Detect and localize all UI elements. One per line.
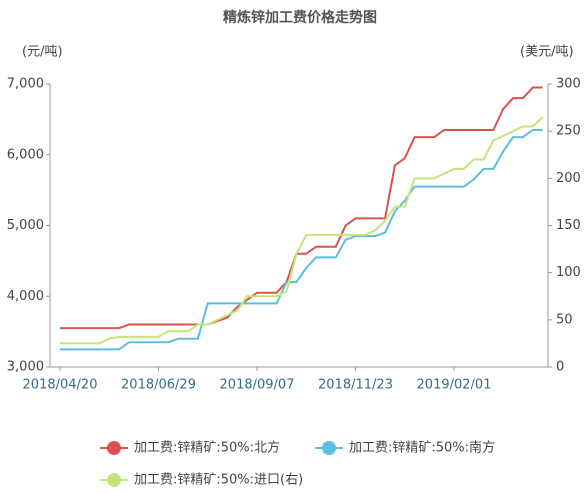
y-axis-label: (元/吨) (22, 45, 63, 60)
y-tick-label: 5,000 (7, 218, 44, 233)
y-tick-label: 7,000 (7, 77, 44, 92)
y2-tick-label: 200 (556, 171, 581, 186)
y2-tick-label: 100 (556, 265, 581, 280)
legend-swatch (107, 473, 121, 487)
y2-tick-label: 50 (556, 312, 573, 327)
legend-swatch (322, 441, 336, 455)
legend-label: 加工费:锌精矿:50%:进口(右) (134, 473, 303, 488)
y2-tick-label: 250 (556, 124, 581, 139)
y2-tick-label: 150 (556, 218, 581, 233)
x-tick-label: 2019/02/01 (417, 378, 492, 393)
legend-label: 加工费:锌精矿:50%:北方 (134, 440, 280, 456)
legend-swatch (107, 441, 121, 455)
y-tick-label: 3,000 (7, 360, 44, 375)
x-tick-label: 2018/09/07 (220, 378, 295, 393)
y2-axis-label: (美元/吨) (520, 45, 574, 60)
x-tick-label: 2018/11/23 (318, 378, 393, 393)
y-tick-label: 6,000 (7, 147, 44, 162)
x-tick-label: 2018/06/29 (121, 378, 196, 393)
series-line (60, 86, 543, 330)
x-tick-label: 2018/04/20 (23, 378, 98, 393)
chart-title: 精炼锌加工费价格走势图 (223, 9, 377, 26)
series-line (60, 128, 543, 351)
y-tick-label: 4,000 (7, 289, 44, 304)
legend-label: 加工费:锌精矿:50%:南方 (349, 440, 495, 456)
y2-tick-label: 0 (556, 360, 564, 375)
y2-tick-label: 300 (556, 77, 581, 92)
series-line (60, 116, 544, 345)
